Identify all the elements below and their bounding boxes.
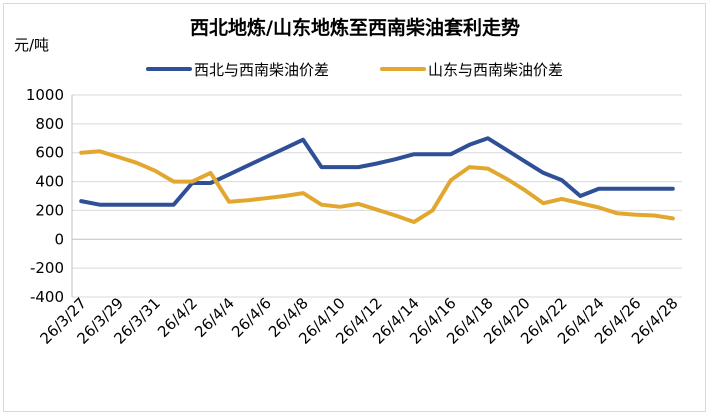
y-tick-label: -400 (30, 288, 64, 306)
x-tick-label: 26/4/2 (154, 294, 201, 341)
y-tick-label: -200 (30, 259, 64, 277)
x-axis-ticks: 26/3/2726/3/2926/3/3126/4/226/4/426/4/62… (36, 294, 681, 348)
y-tick-label: 600 (35, 144, 64, 162)
legend-label-northwest: 西北与西南柴油价差 (194, 61, 329, 79)
grid (71, 94, 682, 298)
series-line-shandong (79, 149, 675, 224)
x-tick-label: 26/4/6 (228, 294, 275, 341)
y-tick-label: 200 (35, 201, 64, 219)
x-tick-label: 26/4/4 (191, 294, 238, 341)
series (79, 136, 675, 224)
y-tick-label: 0 (54, 230, 64, 248)
legend-label-shandong: 山东与西南柴油价差 (428, 61, 563, 79)
y-axis-ticks: 1000 800 600 400 200 0 -200 -400 (26, 86, 64, 306)
y-tick-label: 1000 (26, 86, 64, 104)
chart-title: 西北地炼/山东地炼至西南柴油套利走势 (190, 16, 520, 39)
legend: 西北与西南柴油价差 山东与西南柴油价差 (146, 61, 563, 79)
unit-label: 元/吨 (14, 36, 49, 54)
series-line-northwest (79, 136, 675, 207)
y-tick-label: 800 (35, 115, 64, 133)
chart-frame (3, 3, 706, 412)
y-tick-label: 400 (35, 173, 64, 191)
